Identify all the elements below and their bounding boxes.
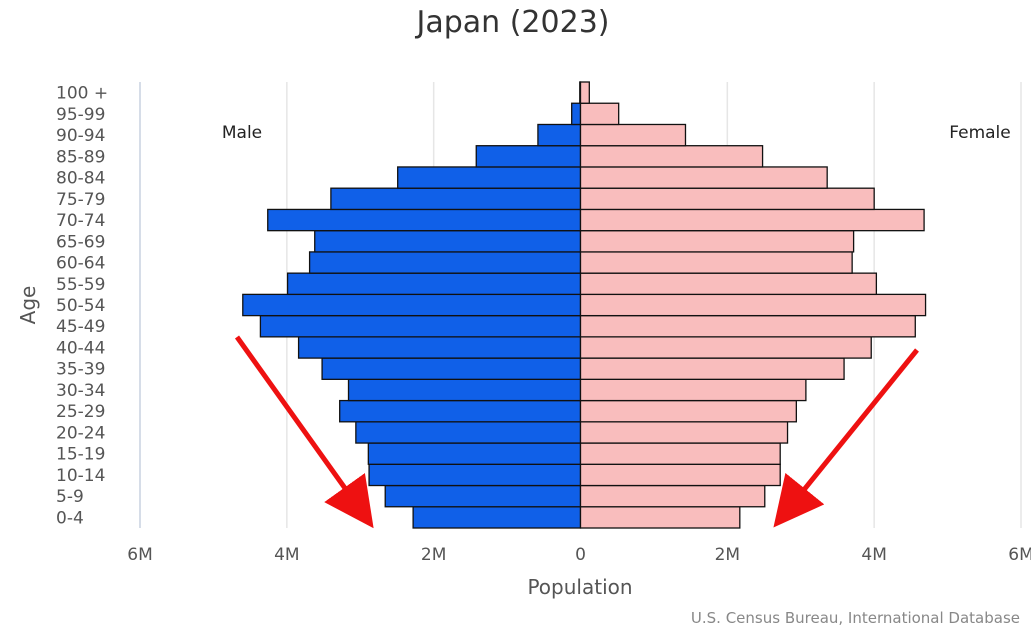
bar-female-0 (579, 506, 741, 529)
bar-male-5 (339, 399, 582, 423)
bar-female-3 (579, 442, 781, 465)
bar-male-4 (355, 421, 582, 444)
bar-female-13 (579, 230, 855, 253)
bar-male-14 (267, 208, 582, 232)
age-tick-label: 10-14 (56, 466, 105, 486)
chart-title: Japan (2023) (415, 5, 610, 40)
bar-male-1 (384, 484, 582, 508)
bar-male-3 (367, 442, 582, 465)
age-tick-label: 60-64 (56, 254, 105, 274)
arrow-annotation-female (773, 348, 919, 528)
age-tick-label: 0-4 (56, 508, 84, 528)
bar-female-18 (579, 123, 687, 147)
arrow-annotation-male (234, 335, 374, 529)
bar-male-19 (571, 102, 582, 126)
bar-female-14 (579, 208, 925, 232)
age-tick-label: 25-29 (56, 402, 105, 422)
bar-male-17 (475, 145, 582, 168)
bar-male-10 (242, 293, 582, 317)
bar-female-11 (579, 272, 878, 296)
bar-male-15 (330, 187, 582, 211)
bar-male-16 (397, 166, 582, 189)
bar-female-17 (579, 145, 764, 168)
population-tick-label: 2M (715, 545, 740, 565)
age-tick-label: 20-24 (56, 423, 105, 443)
bar-male-0 (412, 506, 582, 529)
age-tick-label: 85-89 (56, 147, 105, 167)
age-tick-label: 35-39 (56, 360, 105, 380)
bar-male-12 (308, 251, 582, 274)
annotation-arrows (234, 335, 919, 529)
population-tick-label: 4M (274, 545, 299, 565)
age-tick-label: 75-79 (56, 190, 105, 210)
bar-female-7 (579, 357, 845, 380)
bar-female-16 (579, 166, 828, 189)
bar-female-4 (579, 421, 789, 444)
population-tick-labels: 6M 4M 2M 0 2M 4M 6M (127, 545, 1031, 565)
bar-female-15 (579, 187, 875, 211)
y-axis-label: Age (16, 286, 40, 325)
population-tick-label: 2M (421, 545, 446, 565)
bar-male-9 (259, 314, 582, 338)
age-tick-label: 80-84 (56, 169, 105, 189)
bar-female-8 (579, 336, 872, 359)
population-tick-label: 6M (127, 545, 152, 565)
population-tick-label: 0 (575, 545, 586, 565)
bar-female-5 (579, 399, 797, 423)
bar-male-2 (368, 463, 582, 487)
age-tick-label: 50-54 (56, 296, 105, 316)
age-tick-label: 65-69 (56, 232, 105, 252)
bar-female-9 (579, 314, 916, 338)
bars-group (242, 81, 927, 529)
bar-male-11 (286, 272, 582, 296)
age-tick-label: 40-44 (56, 338, 105, 358)
data-source-credit: U.S. Census Bureau, International Databa… (691, 609, 1020, 627)
bar-female-12 (579, 251, 853, 274)
population-tick-label: 6M (1008, 545, 1031, 565)
age-tick-label: 55-59 (56, 275, 105, 295)
age-tick-label: 45-49 (56, 317, 105, 337)
age-tick-label: 30-34 (56, 381, 105, 401)
bar-female-2 (579, 463, 781, 487)
bar-male-8 (297, 336, 582, 359)
bar-female-6 (579, 378, 807, 402)
bar-male-13 (314, 230, 582, 253)
age-tick-label: 70-74 (56, 211, 105, 231)
bar-male-6 (347, 378, 582, 402)
age-tick-labels: 0-45-910-1415-1920-2425-2930-3435-3940-4… (56, 84, 108, 529)
age-tick-label: 95-99 (56, 105, 105, 125)
bar-male-7 (321, 357, 582, 380)
bar-female-20 (579, 81, 590, 104)
age-tick-label: 5-9 (56, 487, 84, 507)
bar-male-18 (537, 123, 582, 147)
female-side-label: Female (949, 123, 1010, 143)
bar-female-19 (579, 102, 620, 126)
bar-female-10 (579, 293, 927, 317)
bar-female-1 (579, 484, 766, 508)
age-tick-label: 100 + (56, 84, 108, 104)
x-axis-label: Population (527, 575, 632, 599)
male-side-label: Male (222, 123, 262, 143)
age-tick-label: 15-19 (56, 445, 105, 465)
population-tick-label: 4M (861, 545, 886, 565)
age-tick-label: 90-94 (56, 126, 105, 146)
